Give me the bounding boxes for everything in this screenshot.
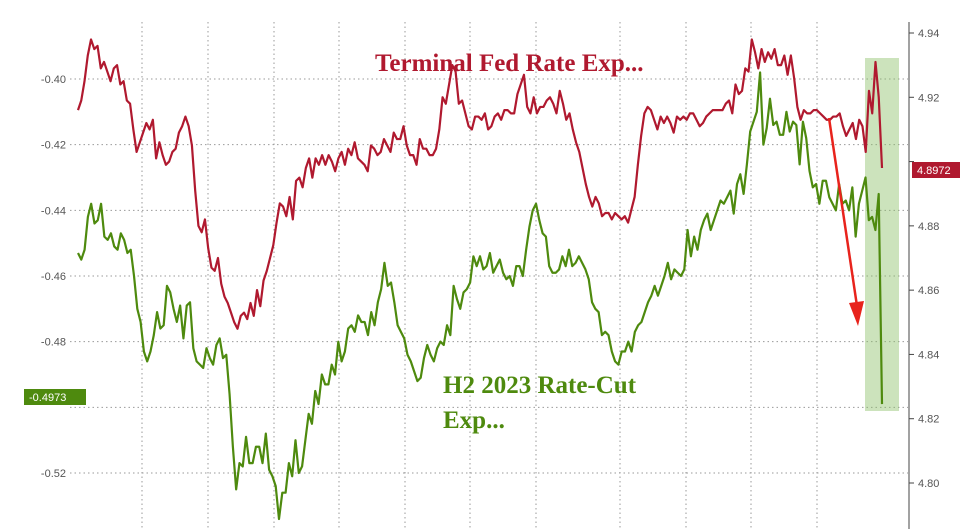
annotation-h2-rate-cut: H2 2023 Rate-Cut bbox=[443, 372, 637, 399]
right-tick-label: 4.84 bbox=[918, 349, 939, 361]
grid bbox=[70, 22, 908, 529]
red-arrow bbox=[827, 117, 864, 326]
right-tick-label: 4.88 bbox=[918, 221, 939, 233]
series-line-h2-rate-cut bbox=[77, 71, 884, 521]
last-value-label-red: 4.8972 bbox=[917, 165, 951, 177]
left-axis-ticks: -0.40 -0.42 -0.44 -0.46 -0.48 -0.52 bbox=[41, 74, 66, 480]
last-value-label-green: -0.4973 bbox=[29, 392, 66, 404]
right-tick-label: 4.80 bbox=[918, 478, 939, 490]
left-tick-label: -0.42 bbox=[41, 140, 66, 152]
right-tick-label: 4.92 bbox=[918, 92, 939, 104]
right-tick-label: 4.82 bbox=[918, 414, 939, 426]
right-tick-label: 4.94 bbox=[918, 28, 939, 40]
right-axis-ticks: 4.94 4.92 4.88 4.86 4.84 4.82 4.80 bbox=[909, 28, 939, 490]
right-tick-label: 4.86 bbox=[918, 285, 939, 297]
annotation-h2-exp: Exp... bbox=[443, 407, 505, 434]
series-line-terminal-fed-rate bbox=[76, 38, 884, 330]
annotation-terminal-fed: Terminal Fed Rate Exp... bbox=[375, 50, 644, 77]
left-tick-label: -0.44 bbox=[41, 205, 66, 217]
last-value-badge-green: -0.4973 bbox=[24, 389, 86, 405]
left-tick-label: -0.52 bbox=[41, 468, 66, 480]
left-tick-label: -0.48 bbox=[41, 337, 66, 349]
left-tick-label: -0.46 bbox=[41, 271, 66, 283]
left-tick-label: -0.40 bbox=[41, 74, 66, 86]
last-value-badge-red: 4.8972 bbox=[912, 162, 960, 178]
